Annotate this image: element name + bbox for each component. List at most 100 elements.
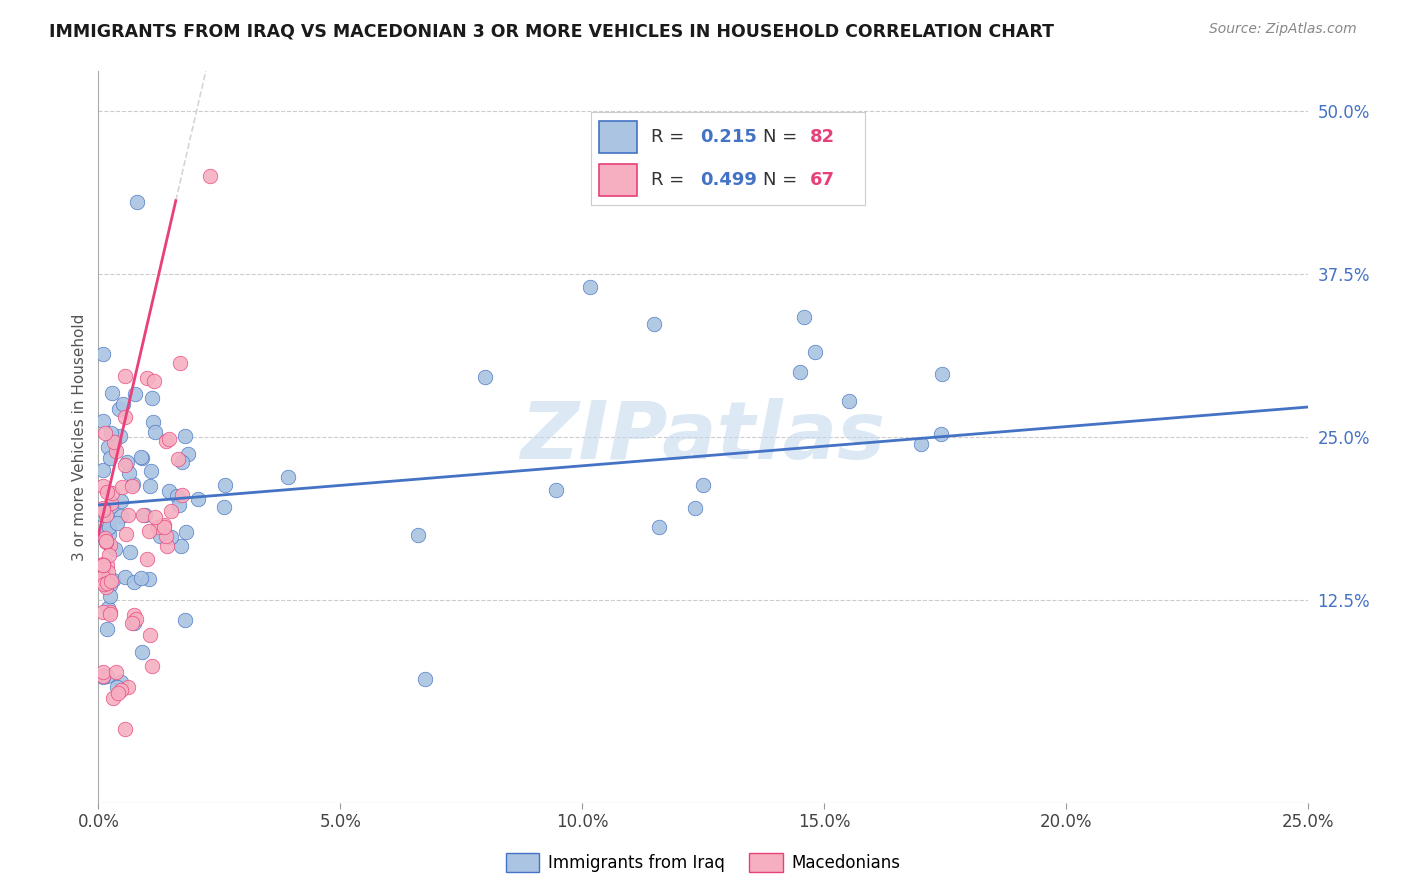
- Text: 0.499: 0.499: [700, 171, 756, 189]
- Point: [138, 628, 160, 642]
- Point: [104, 665, 127, 679]
- Point: [127, 194, 149, 209]
- Point: [474, 370, 496, 384]
- Point: [118, 545, 141, 559]
- Point: [134, 508, 156, 523]
- Point: [117, 681, 139, 695]
- Point: [121, 616, 143, 631]
- Point: [122, 607, 145, 622]
- Point: [131, 450, 153, 465]
- Point: [212, 500, 235, 515]
- Point: [96, 533, 118, 548]
- Point: [910, 436, 932, 450]
- Point: [198, 169, 221, 183]
- Point: [104, 541, 127, 556]
- Point: [91, 558, 114, 572]
- Point: [160, 530, 183, 544]
- Point: [96, 535, 118, 549]
- Point: [159, 504, 181, 518]
- Text: N =: N =: [763, 171, 803, 189]
- Point: [131, 450, 153, 464]
- Point: [114, 369, 136, 384]
- Point: [156, 539, 179, 553]
- Point: [138, 572, 160, 586]
- Point: [91, 347, 114, 361]
- Point: [91, 670, 114, 684]
- Point: [931, 367, 953, 381]
- Point: [931, 427, 953, 442]
- Point: [170, 455, 193, 469]
- Point: [121, 478, 143, 492]
- Point: [91, 558, 114, 573]
- Point: [91, 574, 114, 589]
- Point: [91, 479, 114, 493]
- Legend: Immigrants from Iraq, Macedonians: Immigrants from Iraq, Macedonians: [499, 846, 907, 879]
- Point: [157, 432, 180, 446]
- Point: [177, 447, 200, 461]
- Point: [141, 391, 163, 405]
- Point: [91, 665, 114, 680]
- Point: [117, 455, 139, 469]
- Point: [132, 508, 155, 522]
- Point: [155, 434, 177, 449]
- Point: [129, 571, 152, 585]
- Point: [214, 477, 236, 491]
- Point: [98, 578, 121, 592]
- Point: [149, 529, 172, 543]
- Point: [174, 613, 197, 627]
- FancyBboxPatch shape: [599, 164, 637, 196]
- Point: [101, 691, 124, 706]
- Point: [100, 499, 122, 513]
- Point: [114, 410, 136, 425]
- Point: [98, 538, 121, 552]
- FancyBboxPatch shape: [599, 120, 637, 153]
- Point: [142, 374, 165, 388]
- Text: R =: R =: [651, 171, 690, 189]
- Point: [110, 675, 132, 690]
- Point: [138, 524, 160, 538]
- Point: [155, 528, 177, 542]
- Text: 67: 67: [810, 171, 835, 189]
- Point: [100, 385, 122, 400]
- Point: [578, 279, 600, 293]
- Point: [103, 435, 125, 450]
- Point: [114, 570, 136, 584]
- Point: [96, 576, 118, 591]
- Point: [100, 574, 122, 589]
- Point: [107, 686, 129, 700]
- Point: [157, 484, 180, 499]
- Point: [277, 470, 299, 484]
- Point: [789, 365, 811, 379]
- Point: [648, 519, 671, 533]
- Text: R =: R =: [651, 128, 690, 145]
- Point: [91, 503, 114, 517]
- Point: [105, 516, 128, 530]
- Point: [112, 397, 135, 411]
- Point: [111, 479, 134, 493]
- Point: [97, 565, 120, 579]
- Point: [96, 485, 118, 500]
- Point: [98, 520, 121, 534]
- Point: [91, 574, 114, 589]
- Point: [110, 508, 132, 523]
- Point: [98, 607, 121, 622]
- Point: [142, 415, 165, 429]
- Point: [96, 669, 118, 683]
- Point: [101, 486, 124, 500]
- Point: [692, 478, 714, 492]
- Point: [683, 500, 706, 515]
- Point: [125, 612, 148, 626]
- Point: [98, 549, 121, 563]
- Point: [91, 508, 114, 522]
- Point: [167, 498, 190, 512]
- Point: [803, 345, 825, 359]
- Point: [114, 527, 136, 541]
- Point: [139, 479, 162, 493]
- Point: [174, 525, 197, 540]
- Y-axis label: 3 or more Vehicles in Household: 3 or more Vehicles in Household: [72, 313, 87, 561]
- Point: [143, 425, 166, 439]
- Point: [98, 589, 121, 603]
- Point: [139, 464, 162, 478]
- Text: ZIPatlas: ZIPatlas: [520, 398, 886, 476]
- Point: [91, 669, 114, 683]
